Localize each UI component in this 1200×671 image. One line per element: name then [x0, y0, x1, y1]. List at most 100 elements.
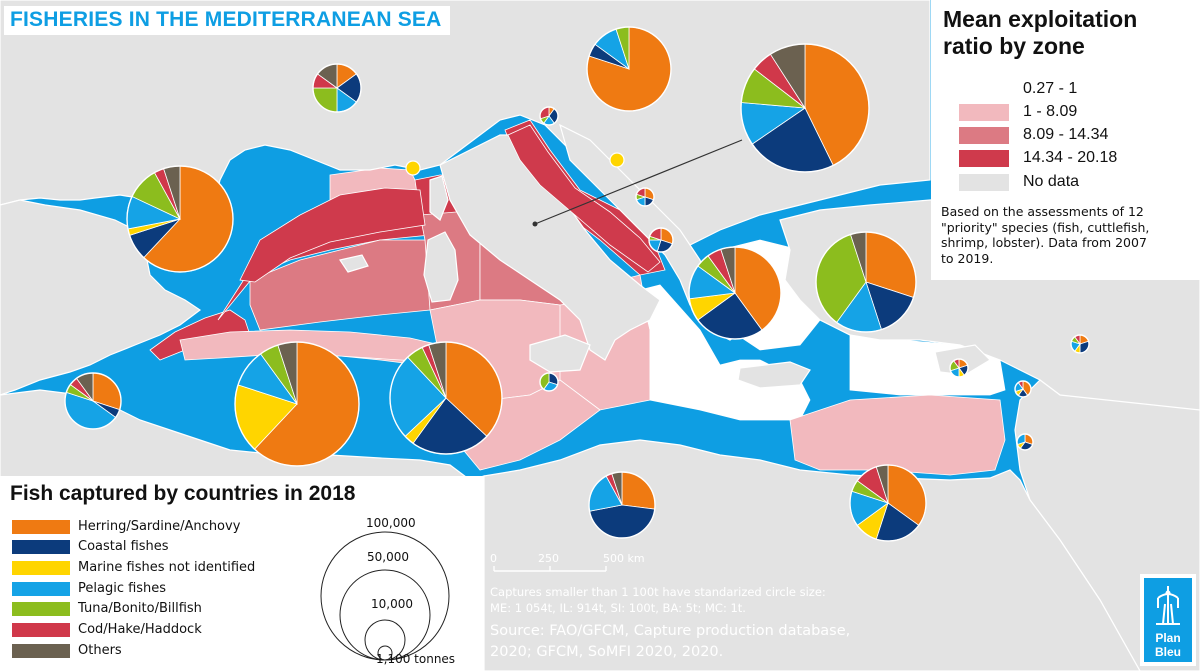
pie-malta-outline: [539, 372, 559, 392]
size-label: 1,100 tonnes: [376, 652, 456, 666]
pie-france-north: [312, 63, 362, 113]
pie-egypt: [849, 464, 927, 542]
scale-label-500: 500 km: [603, 552, 645, 565]
pie-montenegro: [635, 187, 655, 207]
pie-italy-north-outline: [586, 26, 672, 112]
zone-note-line: to 2019.: [941, 250, 994, 266]
pie-albania: [648, 227, 674, 253]
zone-legend-item: 14.34 - 20.18: [959, 149, 1189, 169]
note-line: ME: 1 054t, IL: 914t, SI: 100t, BA: 5t; …: [490, 601, 746, 615]
pie-lebanon: [1070, 334, 1090, 354]
zone-legend-item: 0.27 - 1: [959, 80, 1189, 100]
pie-israel: [1014, 380, 1032, 398]
fish-legend-item: Marine fishes not identified: [12, 560, 312, 576]
land-sardinia: [423, 231, 459, 303]
zone-swatch: [959, 174, 1009, 191]
fish-label: Cod/Hake/Haddock: [78, 622, 202, 637]
land-balearic: [339, 254, 369, 273]
fish-legend-item: Herring/Sardine/Anchovy: [12, 519, 312, 535]
source-line: 2020; GFCM, SoMFI 2020, 2020.: [490, 644, 724, 660]
source-line: Source: FAO/GFCM, Capture production dat…: [490, 623, 851, 639]
fish-swatch: [12, 520, 70, 534]
zone-legend-title-line1: Mean exploitation: [943, 6, 1138, 32]
fish-legend: Fish captured by countries in 2018 Herri…: [0, 476, 484, 671]
zone-label: 0.27 - 1: [1023, 80, 1078, 97]
scale-label-250: 250: [538, 552, 559, 565]
pie-turkey-outline: [815, 231, 917, 333]
pie-spain-north-outline: [126, 165, 234, 273]
pie-spain-south: [64, 372, 122, 430]
zone-balearic: [249, 239, 431, 331]
logo-inner: Plan Bleu: [1144, 578, 1192, 662]
zone-note-line: "priority" species (fish, cuttlefish,: [941, 219, 1150, 235]
fish-swatch: [12, 540, 70, 554]
land-crete: [737, 361, 811, 389]
callout-dot: [532, 221, 538, 227]
fish-legend-item: Others: [12, 643, 312, 659]
logo-text-plan: Plan: [1155, 631, 1181, 645]
fish-legend-item: Cod/Hake/Haddock: [12, 622, 312, 638]
fish-label: Marine fishes not identified: [78, 560, 256, 575]
plan-bleu-logo: Plan Bleu: [1140, 574, 1196, 666]
zone-label: 14.34 - 20.18: [1023, 149, 1118, 166]
zone-legend: Mean exploitation ratio by zone 0.27 - 1…: [931, 0, 1200, 280]
title-box: FISHERIES IN THE MEDITERRANEAN SEA: [4, 6, 450, 35]
pie-tunisia: [389, 341, 503, 455]
pie-egypt-outline: [849, 464, 927, 542]
fish-label: Coastal fishes: [78, 539, 169, 554]
size-label: 100,000: [366, 516, 416, 530]
pie-algeria-outline: [234, 341, 360, 467]
zone-swatch: [959, 104, 1009, 121]
size-legend: [320, 531, 450, 661]
fish-legend-title: Fish captured by countries in 2018: [10, 482, 356, 505]
zone-swatch: [959, 81, 1009, 98]
pie-italy-north: [586, 26, 672, 112]
fish-label: Pelagic fishes: [78, 581, 167, 596]
land-iberia: [0, 199, 202, 396]
monaco-dot: [405, 160, 421, 176]
fish-swatch: [12, 644, 70, 658]
zone-swatch: [959, 150, 1009, 167]
zone-note-line: shrimp, lobster). Data from 2007: [941, 235, 1147, 250]
scale-label-0: 0: [490, 552, 497, 565]
zone-legend-item: 1 - 8.09: [959, 103, 1189, 123]
pie-greece-outline: [688, 246, 782, 340]
fish-label: Others: [78, 643, 122, 658]
pie-malta: [539, 372, 559, 392]
zone-alboran: [149, 309, 251, 361]
pie-cyprus-outline: [949, 358, 969, 378]
fish-legend-item: Coastal fishes: [12, 539, 312, 555]
zone-label: 8.09 - 14.34: [1023, 126, 1109, 143]
fish-legend-item: Pelagic fishes: [12, 581, 312, 597]
zone-gulf-lion-upper: [239, 187, 426, 283]
page-title: FISHERIES IN THE MEDITERRANEAN SEA: [10, 8, 442, 31]
pie-libya: [588, 471, 656, 539]
bosnia-dot: [609, 152, 625, 168]
pie-croatia-outline: [740, 43, 870, 173]
fish-swatch: [12, 623, 70, 637]
pie-slovenia-outline: [539, 106, 559, 126]
pie-charts: [64, 26, 1090, 542]
pie-slovenia: [539, 106, 559, 126]
pie-israel-outline: [1014, 380, 1032, 398]
pie-lebanon-outline: [1070, 334, 1090, 354]
pie-france-north-outline: [312, 63, 362, 113]
fish-swatch: [12, 602, 70, 616]
zone-legend-item: 8.09 - 14.34: [959, 126, 1189, 146]
pie-algeria: [234, 341, 360, 467]
zone-note-line: Based on the assessments of 12: [941, 204, 1144, 219]
land-corsica: [429, 175, 449, 221]
pie-spain-south-outline: [64, 372, 122, 430]
pie-gaza: [1016, 433, 1034, 451]
zone-swatch: [959, 127, 1009, 144]
zone-label: 1 - 8.09: [1023, 103, 1078, 120]
zone-note: Based on the assessments of 12 "priority…: [941, 204, 1193, 266]
zone-legend-title-line2: ratio by zone: [943, 33, 1085, 59]
size-label: 10,000: [371, 597, 413, 611]
pie-libya-outline: [588, 471, 656, 539]
zone-levant-south: [789, 394, 1006, 476]
fish-swatch: [12, 582, 70, 596]
fish-legend-item: Tuna/Bonito/Billfish: [12, 601, 312, 617]
lighthouse-icon: [1156, 586, 1180, 625]
